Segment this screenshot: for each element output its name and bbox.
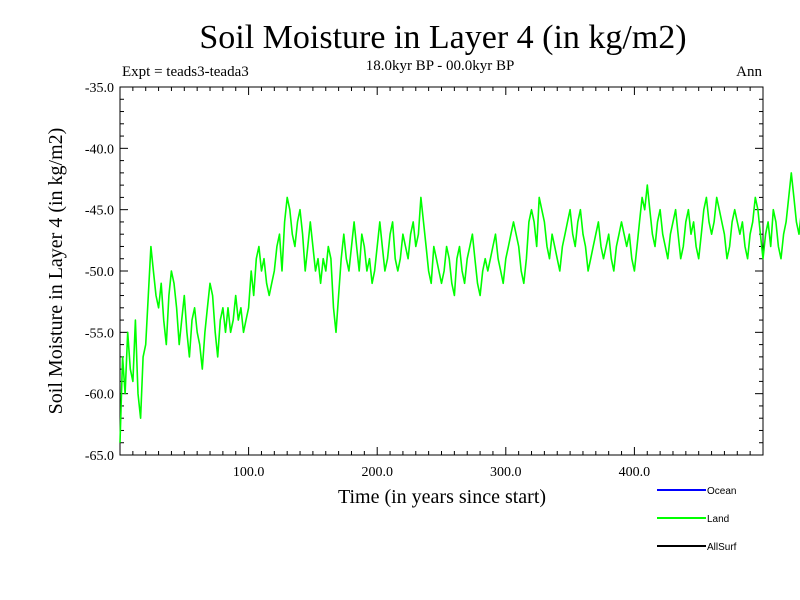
y-tick-label: -65.0 xyxy=(85,449,114,464)
legend-label-allsurf: AllSurf xyxy=(707,542,737,553)
experiment-label: Expt = teads3-teada3 xyxy=(122,64,249,80)
chart-title: Soil Moisture in Layer 4 (in kg/m2) xyxy=(199,19,686,56)
x-tick-label: 100.0 xyxy=(233,465,265,480)
season-label: Ann xyxy=(736,64,762,80)
series-lines xyxy=(119,172,800,443)
x-axis-label: Time (in years since start) xyxy=(338,486,546,508)
y-tick-label: -40.0 xyxy=(85,142,114,157)
y-axis-label: Soil Moisture in Layer 4 (in kg/m2) xyxy=(45,128,67,415)
x-tick-labels: 100.0 200.0 300.0 400.0 xyxy=(233,465,650,480)
axis-ticks xyxy=(120,86,763,456)
series-line-land xyxy=(119,172,800,443)
y-tick-labels: -65.0 -60.0 -55.0 -50.0 -45.0 -40.0 -35.0 xyxy=(85,81,114,464)
y-tick-label: -55.0 xyxy=(85,326,114,341)
y-tick-label: -60.0 xyxy=(85,388,114,403)
legend-label-ocean: Ocean xyxy=(707,486,736,497)
y-tick-label: -50.0 xyxy=(85,265,114,280)
x-tick-label: 200.0 xyxy=(361,465,393,480)
plot-frame xyxy=(119,86,764,456)
y-tick-label: -35.0 xyxy=(85,81,114,96)
legend: Ocean Land AllSurf xyxy=(657,486,737,553)
legend-label-land: Land xyxy=(707,514,729,525)
chart-subtitle: 18.0kyr BP - 00.0kyr BP xyxy=(366,58,515,74)
x-tick-label: 400.0 xyxy=(619,465,651,480)
x-tick-label: 300.0 xyxy=(490,465,522,480)
y-tick-label: -45.0 xyxy=(85,204,114,219)
